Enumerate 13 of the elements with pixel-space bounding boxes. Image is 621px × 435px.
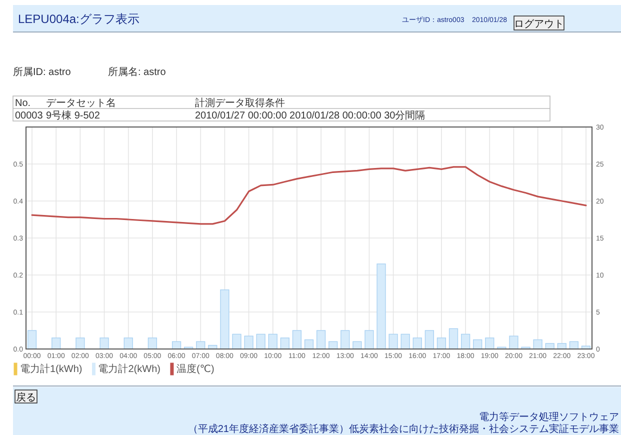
annotation: ログアウト bbox=[514, 19, 564, 30]
annotation: 9号棟 9-502 bbox=[46, 110, 100, 122]
annotation: 電力等データ処理ソフトウェア bbox=[479, 412, 619, 423]
title: LEPU004a:グラフ表示 bbox=[18, 12, 140, 26]
annotation: 2010/01/27 00:00:00 2010/01/28 00:00:00 30分間隔 bbox=[195, 110, 426, 122]
annotation: （平成21年度経済産業省委託事業）低炭素社会に向けた技術発掘・社会システム実証モデル事業 bbox=[188, 424, 619, 435]
annotation: 00003 bbox=[15, 110, 43, 122]
annotation: 所属名: astro bbox=[108, 67, 166, 78]
annotation: 所属ID: astro bbox=[13, 67, 71, 78]
annotation: データセット名 bbox=[46, 98, 116, 109]
annotation: No. bbox=[15, 98, 31, 109]
annotation: 計測データ取得条件 bbox=[195, 98, 285, 109]
annotation: 戻る bbox=[16, 392, 36, 404]
